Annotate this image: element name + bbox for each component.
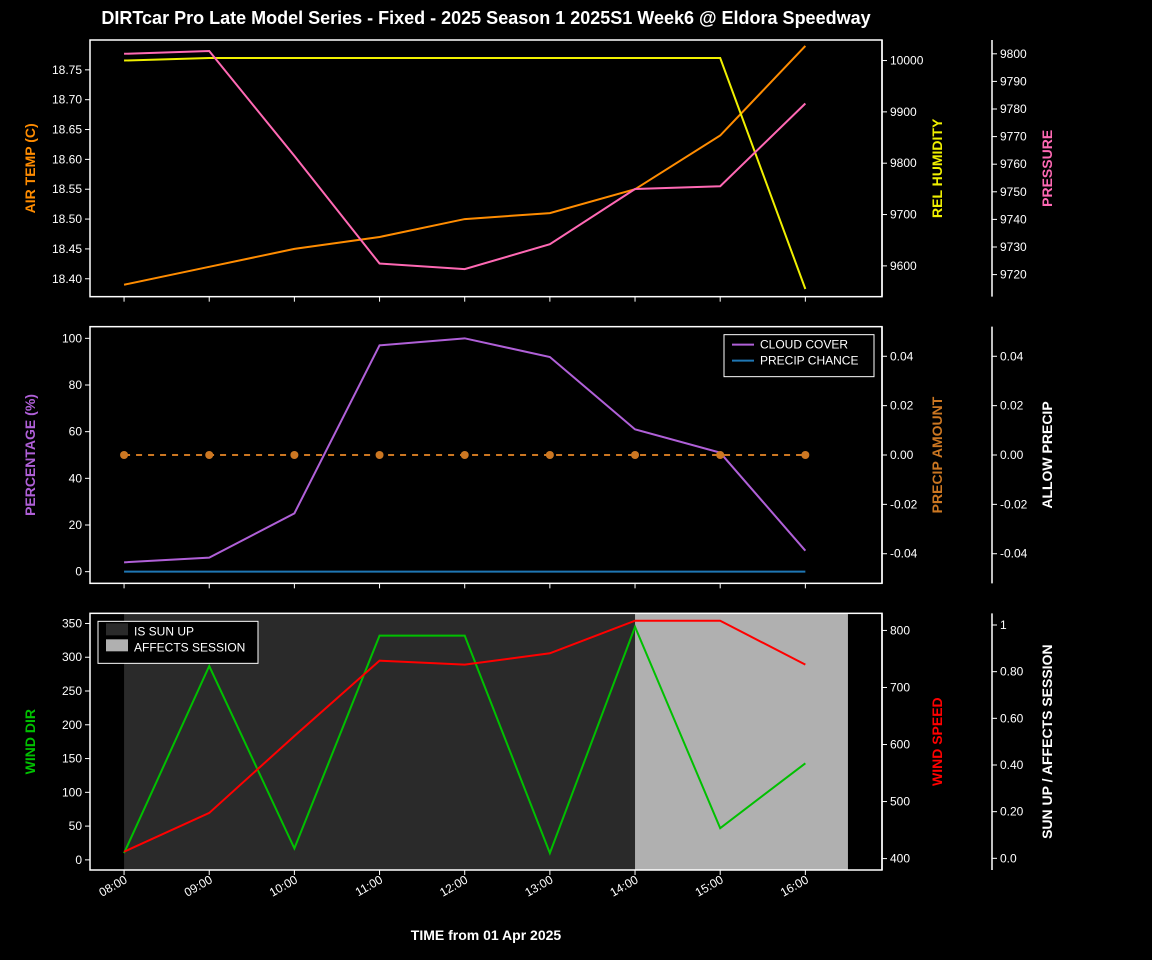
ytick-right2: 0.02 — [1000, 399, 1024, 413]
ytick-right1: 0.00 — [890, 448, 914, 462]
xtick-label: 15:00 — [693, 872, 726, 899]
ytick-right2: 9730 — [1000, 240, 1027, 254]
ytick-right2: 9780 — [1000, 102, 1027, 116]
precip-amount-line-marker — [376, 451, 384, 459]
ytick-left: 300 — [62, 650, 82, 664]
xtick-label: 09:00 — [182, 872, 215, 899]
ytick-right1: 0.02 — [890, 399, 914, 413]
xaxis-label: TIME from 01 Apr 2025 — [411, 927, 562, 943]
precip-amount-line-marker — [631, 451, 639, 459]
ylabel-right1: PRECIP AMOUNT — [929, 396, 945, 513]
ytick-right2: 9770 — [1000, 130, 1027, 144]
ytick-left: 100 — [62, 331, 82, 345]
xtick-label: 10:00 — [267, 872, 300, 899]
ytick-right2: 0.04 — [1000, 349, 1024, 363]
precip-amount-line-marker — [801, 451, 809, 459]
ylabel-left: PERCENTAGE (%) — [22, 394, 38, 516]
ytick-left: 18.60 — [52, 152, 82, 166]
ytick-right2: 0.0 — [1000, 851, 1017, 865]
ytick-left: 40 — [69, 471, 83, 485]
xtick-label: 11:00 — [353, 872, 386, 899]
ytick-left: 80 — [69, 378, 83, 392]
ytick-right2: 0.20 — [1000, 805, 1024, 819]
ytick-left: 18.50 — [52, 212, 82, 226]
ytick-right2: 0.00 — [1000, 448, 1024, 462]
xtick-label: 13:00 — [522, 872, 555, 899]
ytick-left: 200 — [62, 718, 82, 732]
ytick-left: 0 — [75, 853, 82, 867]
humidity-line — [124, 58, 805, 289]
cloud-cover-line — [124, 338, 805, 562]
ytick-right1: 9800 — [890, 156, 917, 170]
ylabel-right2: PRESSURE — [1039, 130, 1055, 207]
ytick-right2: 9740 — [1000, 212, 1027, 226]
ytick-right2: -0.04 — [1000, 547, 1028, 561]
ytick-left: 150 — [62, 752, 82, 766]
ytick-right1: 400 — [890, 852, 910, 866]
ytick-right2: 0.60 — [1000, 711, 1024, 725]
ylabel-right2: SUN UP / AFFECTS SESSION — [1039, 644, 1055, 838]
ytick-left: 100 — [62, 785, 82, 799]
xtick-label: 16:00 — [778, 872, 811, 899]
airtemp-line — [124, 46, 805, 285]
ytick-right2: 1 — [1000, 618, 1007, 632]
ytick-right1: 9900 — [890, 105, 917, 119]
ytick-right1: -0.02 — [890, 497, 918, 511]
pressure-line — [124, 51, 805, 269]
ytick-left: 250 — [62, 684, 82, 698]
ytick-right1: 10000 — [890, 54, 924, 68]
ytick-left: 60 — [69, 425, 83, 439]
ylabel-left: WIND DIR — [22, 709, 38, 774]
affects-session-region — [635, 613, 848, 870]
ytick-right2: -0.02 — [1000, 497, 1028, 511]
ytick-left: 18.55 — [52, 182, 82, 196]
precip-amount-line-marker — [120, 451, 128, 459]
ytick-right2: 0.80 — [1000, 665, 1024, 679]
ytick-left: 18.40 — [52, 272, 82, 286]
precip-amount-line-marker — [205, 451, 213, 459]
xtick-label: 12:00 — [437, 872, 470, 899]
ytick-right1: 600 — [890, 738, 910, 752]
legend-item: IS SUN UP — [134, 624, 194, 638]
chart-root: DIRTcar Pro Late Model Series - Fixed - … — [0, 0, 1152, 960]
ytick-right2: 9790 — [1000, 74, 1027, 88]
xtick-label: 08:00 — [97, 872, 130, 899]
legend-item: AFFECTS SESSION — [134, 640, 245, 654]
ytick-right1: 800 — [890, 623, 910, 637]
chart-title: DIRTcar Pro Late Model Series - Fixed - … — [101, 8, 870, 28]
ytick-left: 0 — [75, 565, 82, 579]
ytick-right1: 9600 — [890, 259, 917, 273]
ylabel-right1: WIND SPEED — [929, 697, 945, 786]
precip-amount-line-marker — [546, 451, 554, 459]
ylabel-right2: ALLOW PRECIP — [1039, 401, 1055, 508]
ytick-right2: 9760 — [1000, 157, 1027, 171]
ytick-right1: 500 — [890, 795, 910, 809]
precip-amount-line-marker — [290, 451, 298, 459]
ytick-left: 350 — [62, 616, 82, 630]
ytick-left: 18.75 — [52, 63, 82, 77]
ylabel-right1: REL HUMIDITY — [929, 118, 945, 218]
ytick-right1: 9700 — [890, 208, 917, 222]
ytick-right2: 0.40 — [1000, 758, 1024, 772]
precip-amount-line-marker — [461, 451, 469, 459]
panel-frame — [90, 40, 882, 297]
ytick-right1: 0.04 — [890, 349, 914, 363]
ytick-right1: 700 — [890, 680, 910, 694]
legend-item: PRECIP CHANCE — [760, 354, 858, 368]
ytick-left: 18.45 — [52, 242, 82, 256]
ytick-right2: 9720 — [1000, 268, 1027, 282]
ytick-left: 50 — [69, 819, 83, 833]
ytick-right1: -0.04 — [890, 547, 918, 561]
xtick-label: 14:00 — [608, 872, 641, 899]
precip-amount-line-marker — [716, 451, 724, 459]
ylabel-left: AIR TEMP (C) — [22, 123, 38, 213]
ytick-left: 18.65 — [52, 123, 82, 137]
ytick-left: 18.70 — [52, 93, 82, 107]
ytick-right2: 9800 — [1000, 47, 1027, 61]
ytick-right2: 9750 — [1000, 185, 1027, 199]
legend-item: CLOUD COVER — [760, 338, 848, 352]
ytick-left: 20 — [69, 518, 83, 532]
